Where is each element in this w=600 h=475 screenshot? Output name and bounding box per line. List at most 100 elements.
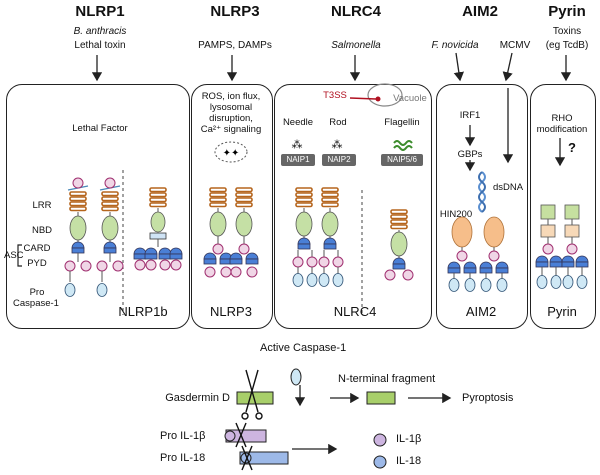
aim2-name: AIM2 bbox=[465, 304, 497, 319]
card-domain bbox=[203, 252, 217, 260]
nbd-domain bbox=[209, 211, 227, 237]
lrr-domain bbox=[390, 214, 408, 220]
lrr-domain bbox=[295, 187, 313, 193]
nlrp3-stimulus-line2: lysosomal bbox=[209, 102, 253, 113]
flagellin-label: Flagellin bbox=[384, 117, 420, 128]
nbd-label: NBD bbox=[31, 225, 53, 236]
card-domain bbox=[479, 261, 493, 269]
pyd-domain bbox=[170, 259, 182, 271]
pyd-label: PYD bbox=[27, 258, 47, 269]
lrr-domain bbox=[321, 197, 339, 203]
scissors-icon-gasdermin bbox=[241, 369, 263, 420]
vacuole-icon bbox=[367, 83, 403, 107]
pro-caspase-domain bbox=[464, 278, 476, 292]
lrr-domain bbox=[149, 187, 167, 193]
pro-caspase-domain bbox=[332, 273, 344, 287]
needle-label: Needle bbox=[282, 117, 314, 128]
lrr-domain bbox=[149, 202, 167, 208]
pro-caspase-domain bbox=[448, 278, 460, 292]
card-domain bbox=[535, 255, 549, 263]
pro-caspase-domain bbox=[480, 278, 492, 292]
pyrin-bbox-domain bbox=[564, 224, 580, 238]
lrr-domain bbox=[295, 197, 313, 203]
lrr-domain bbox=[209, 202, 227, 208]
nbd-domain bbox=[295, 211, 313, 237]
il1b-icon bbox=[373, 433, 387, 447]
unknown-mechanism-mark: ? bbox=[568, 140, 576, 155]
lrr-domain bbox=[69, 191, 87, 197]
pro-il18-label: Pro IL-18 bbox=[160, 452, 206, 464]
pyd-domain bbox=[384, 269, 396, 281]
pyd-domain bbox=[292, 256, 304, 268]
lrr-domain bbox=[101, 191, 119, 197]
pyd-domain bbox=[542, 243, 554, 255]
naip1-badge: NAIP1 bbox=[281, 154, 315, 166]
pyrin-subtitle-toxins: Toxins bbox=[552, 26, 582, 37]
pro-caspase-domain bbox=[64, 283, 76, 297]
nlrc4-subtitle: Salmonella bbox=[331, 40, 381, 51]
lrr-domain bbox=[235, 187, 253, 193]
card-domain bbox=[549, 255, 563, 263]
pyd-domain bbox=[238, 243, 250, 255]
nlrc4-name: NLRC4 bbox=[333, 304, 377, 319]
card-domain bbox=[245, 252, 259, 260]
hin200-domain bbox=[483, 216, 505, 248]
card-domain bbox=[447, 261, 461, 269]
pro-caspase-domain bbox=[496, 278, 508, 292]
nbd-domain bbox=[235, 211, 253, 237]
lrr-domain bbox=[321, 192, 339, 198]
pyd-domain bbox=[306, 256, 318, 268]
rho-label-line2: modification bbox=[536, 124, 588, 135]
scissors-icon-il18 bbox=[241, 445, 253, 471]
card-label: CARD bbox=[23, 243, 51, 254]
pyd-domain bbox=[104, 177, 116, 189]
lrr-domain bbox=[390, 209, 408, 215]
lrr-domain bbox=[209, 197, 227, 203]
pro-caspase-label-line1: Pro bbox=[29, 287, 45, 298]
pyd-domain bbox=[246, 266, 258, 278]
needle-ligand-icon: ⁂ bbox=[292, 138, 303, 151]
pyrin-b30-domain bbox=[540, 204, 556, 220]
pyrin-title: Pyrin bbox=[548, 3, 586, 20]
lrr-domain bbox=[295, 192, 313, 198]
nlrp3-subtitle: PAMPS, DAMPs bbox=[198, 40, 272, 51]
pyd-domain bbox=[72, 177, 84, 189]
card-domain bbox=[392, 257, 406, 265]
pyroptosis-label: Pyroptosis bbox=[462, 392, 514, 404]
t3ss-needle-icon bbox=[349, 97, 377, 100]
nlrp3-stimulus-line4: Ca²⁺ signaling bbox=[200, 124, 262, 135]
pyd-domain bbox=[145, 259, 157, 271]
card-domain bbox=[144, 247, 158, 255]
asc-label: ASC bbox=[4, 250, 24, 261]
lrr-domain bbox=[321, 187, 339, 193]
card-domain bbox=[71, 241, 85, 249]
rod-label: Rod bbox=[329, 117, 347, 128]
lethal-factor-label: Lethal Factor bbox=[72, 123, 128, 134]
pyd-domain bbox=[318, 256, 330, 268]
n-terminal-fragment-bar bbox=[366, 391, 396, 405]
aim2-subtitle-organism: F. novicida bbox=[431, 40, 479, 51]
card-domain bbox=[169, 247, 183, 255]
pro-caspase-domain bbox=[318, 273, 330, 287]
aim2-subtitle-virus: MCMV bbox=[499, 40, 531, 51]
nlrp3-stimulus-line3: disruption, bbox=[209, 113, 253, 124]
pyd-domain bbox=[230, 266, 242, 278]
t3ss-label: T3SS bbox=[323, 90, 347, 101]
active-caspase-icon bbox=[290, 368, 302, 386]
pro-caspase-domain bbox=[550, 275, 562, 289]
nlrp1-subtitle-toxin: Lethal toxin bbox=[74, 40, 126, 51]
lrr-domain bbox=[149, 197, 167, 203]
pyd-domain bbox=[80, 260, 92, 272]
nbd-domain bbox=[390, 231, 408, 257]
pro-il18-bar bbox=[239, 451, 289, 465]
lrr-domain bbox=[390, 224, 408, 230]
il18-label: IL-18 bbox=[396, 455, 422, 467]
pyd-domain bbox=[134, 259, 146, 271]
nbd-domain bbox=[101, 215, 119, 241]
pro-caspase-domain bbox=[292, 273, 304, 287]
nlrp1b-name: NLRP1b bbox=[118, 304, 168, 319]
lrr-domain bbox=[235, 202, 253, 208]
pro-caspase-label-line2: Caspase-1 bbox=[13, 298, 59, 309]
pyrin-name: Pyrin bbox=[547, 304, 577, 319]
